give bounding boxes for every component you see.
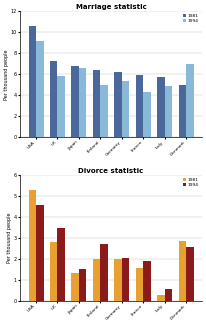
Bar: [28, 190, 36, 301]
Bar: [179, 241, 186, 301]
Bar: [28, 26, 36, 137]
Bar: [79, 269, 86, 301]
Bar: [100, 244, 108, 301]
Y-axis label: Per thousand people: Per thousand people: [4, 49, 9, 99]
Bar: [143, 261, 151, 301]
Bar: [186, 64, 194, 137]
Legend: 1981, 1994: 1981, 1994: [182, 13, 200, 24]
Bar: [50, 242, 57, 301]
Bar: [114, 72, 122, 137]
Bar: [36, 204, 43, 301]
Bar: [136, 75, 143, 137]
Bar: [186, 247, 194, 301]
Bar: [165, 86, 172, 137]
Bar: [93, 70, 100, 137]
Bar: [79, 68, 86, 137]
Bar: [165, 289, 172, 301]
Bar: [143, 92, 151, 137]
Bar: [71, 273, 79, 301]
Bar: [50, 61, 57, 137]
Title: Marriage statistic: Marriage statistic: [76, 4, 146, 10]
Title: Divorce statistic: Divorce statistic: [78, 168, 144, 174]
Bar: [179, 85, 186, 137]
Bar: [71, 66, 79, 137]
Bar: [157, 77, 165, 137]
Bar: [157, 295, 165, 301]
Bar: [122, 258, 129, 301]
Bar: [122, 81, 129, 137]
Bar: [93, 259, 100, 301]
Legend: 1981, 1994: 1981, 1994: [182, 177, 200, 188]
Bar: [36, 41, 43, 137]
Bar: [57, 227, 65, 301]
Bar: [100, 85, 108, 137]
Bar: [136, 267, 143, 301]
Bar: [114, 259, 122, 301]
Bar: [57, 76, 65, 137]
Y-axis label: Per thousand people: Per thousand people: [7, 213, 12, 263]
